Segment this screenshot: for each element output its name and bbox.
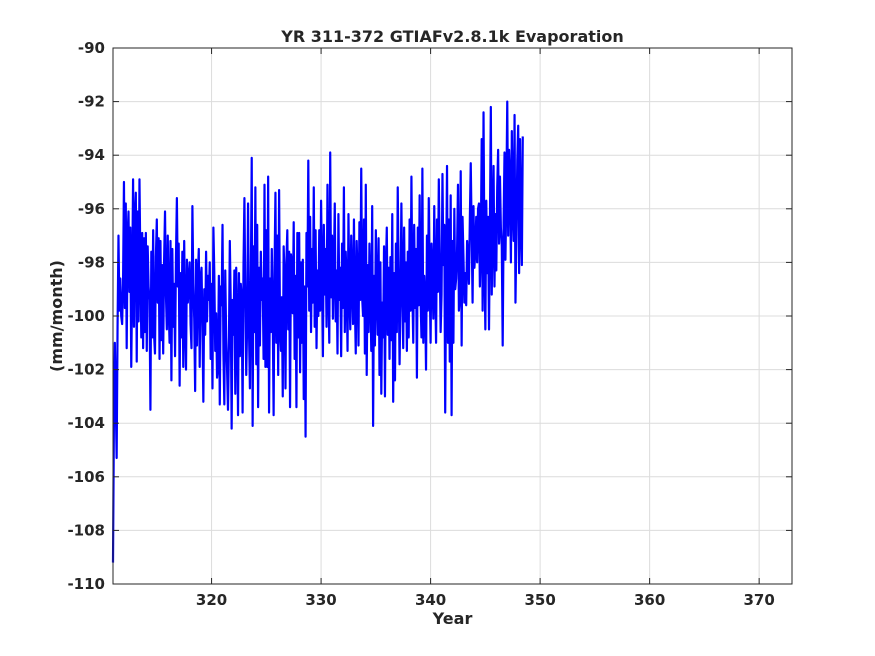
y-tick-label: -96 — [78, 200, 105, 218]
series-line — [111, 100, 524, 563]
x-axis-ticks: 320 330 340 350 360 370 — [196, 48, 775, 609]
x-axis-label: Year — [432, 609, 473, 628]
y-tick-label: -98 — [78, 253, 105, 271]
y-axis-label: (mm/month) — [47, 260, 66, 372]
y-tick-label: -104 — [67, 414, 105, 432]
x-tick-label: 360 — [634, 591, 665, 609]
y-tick-label: -108 — [67, 521, 105, 539]
series-layer — [111, 100, 524, 563]
y-tick-label: -100 — [67, 307, 105, 325]
x-tick-label: 350 — [524, 591, 555, 609]
x-tick-label: 340 — [415, 591, 446, 609]
y-tick-label: -110 — [67, 575, 105, 593]
chart-title: YR 311-372 GTIAFv2.8.1k Evaporation — [280, 27, 624, 46]
y-axis-ticks: -110 -108 -106 -104 -102 -100 -98 -96 -94 -92 -90 — [67, 39, 792, 593]
x-tick-label: 370 — [743, 591, 774, 609]
y-tick-label: -92 — [78, 93, 105, 111]
y-tick-label: -94 — [78, 146, 105, 164]
x-tick-label: 320 — [196, 591, 227, 609]
y-tick-label: -106 — [67, 468, 105, 486]
y-tick-label: -90 — [78, 39, 105, 57]
y-tick-label: -102 — [67, 361, 105, 379]
x-tick-label: 330 — [305, 591, 336, 609]
